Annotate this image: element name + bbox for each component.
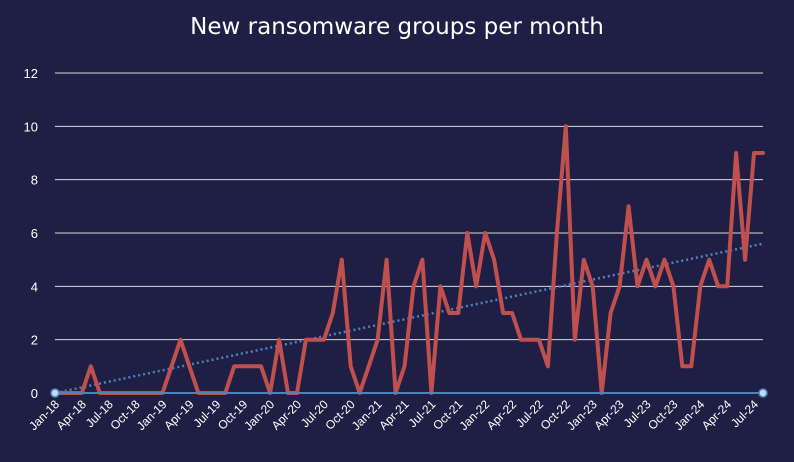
- y-tick-label: 10: [24, 119, 38, 134]
- y-tick-label: 0: [31, 386, 38, 401]
- x-tick-label: Apr-19: [161, 397, 197, 433]
- y-tick-label: 12: [24, 66, 38, 81]
- x-tick-label: Jan-23: [564, 397, 600, 433]
- series-group: [53, 124, 765, 395]
- x-tick-label: Jan-24: [672, 397, 708, 433]
- x-tick-label: Jan-19: [134, 397, 170, 433]
- baseline-end-marker: [758, 388, 768, 398]
- y-tick-label: 8: [31, 173, 38, 188]
- gridlines: [55, 72, 763, 341]
- chart-title: New ransomware groups per month: [190, 14, 604, 40]
- x-tick-label: Apr-20: [269, 397, 305, 433]
- y-axis-ticks: 0 2 4 6 8 10 12: [24, 66, 38, 401]
- series-line: [53, 124, 765, 395]
- baseline-start-marker: [50, 388, 60, 398]
- x-tick-label: Jan-20: [241, 397, 277, 433]
- x-tick-label: Apr-23: [591, 397, 627, 433]
- x-tick-label: Jan-21: [349, 397, 385, 433]
- baseline-group: [50, 388, 768, 398]
- x-tick-label: Apr-22: [484, 397, 520, 433]
- x-tick-label: Jan-22: [456, 397, 492, 433]
- y-tick-label: 2: [31, 333, 38, 348]
- x-tick-label: Jul-24: [728, 397, 761, 430]
- x-axis-ticks: Jan-18Apr-18Jul-18Oct-18Jan-19Apr-19Jul-…: [26, 397, 761, 433]
- x-tick-label: Jan-18: [26, 397, 62, 433]
- y-tick-label: 6: [31, 226, 38, 241]
- x-tick-label: Apr-24: [699, 397, 735, 433]
- y-tick-label: 4: [31, 279, 38, 294]
- x-tick-label: Apr-18: [54, 397, 90, 433]
- x-tick-label: Apr-21: [376, 397, 412, 433]
